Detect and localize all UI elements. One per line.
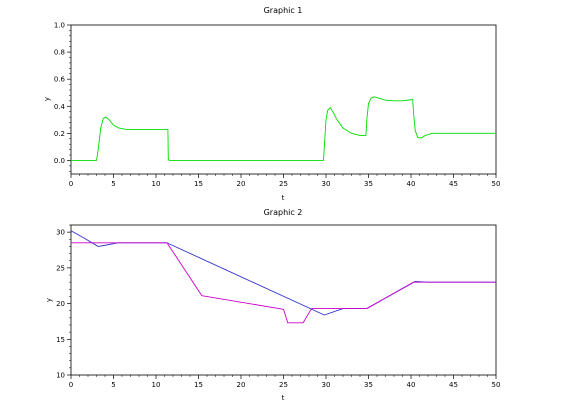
graphic-2-title: Graphic 2	[264, 208, 303, 217]
x-tick-label: 50	[492, 381, 501, 389]
x-tick-label: 20	[237, 180, 246, 188]
y-tick-label: 25	[56, 264, 65, 272]
x-tick-label: 15	[194, 180, 203, 188]
y-tick-label: 0.6	[54, 76, 66, 84]
y-tick-label: 0.8	[54, 49, 65, 57]
x-tick-label: 30	[322, 381, 331, 389]
x-tick-label: 40	[407, 180, 416, 188]
y-tick-label: 10	[56, 372, 65, 380]
x-tick-label: 45	[449, 381, 458, 389]
graphic-2-series	[70, 230, 496, 324]
x-tick-label: 10	[152, 381, 161, 389]
graphic-2-x-axis-label: t	[282, 394, 285, 401]
x-tick-label: 25	[279, 381, 288, 389]
x-tick-label: 0	[69, 180, 73, 188]
y-tick-label: 0.2	[54, 130, 65, 138]
y-tick-label: 30	[56, 229, 65, 237]
y-tick-label: 20	[56, 300, 65, 308]
y-tick-label: 15	[56, 336, 65, 344]
graphic-1-x-ticks: 0 5 10 15 20 25 30 35 40 45 50	[69, 174, 501, 188]
x-tick-label: 30	[322, 180, 331, 188]
graphic-2-panel: Graphic 2 0 5 10 15 20 25 30 35 40 45 50 10 15 20 25 3…	[45, 208, 500, 401]
series-line-1	[70, 230, 496, 316]
x-tick-label: 35	[364, 381, 373, 389]
x-tick-label: 40	[407, 381, 416, 389]
x-tick-label: 15	[194, 381, 203, 389]
graphic-1-x-axis-label: t	[282, 194, 285, 202]
y-tick-label: 0.0	[54, 157, 65, 165]
graphic-2-y-axis-label: y	[45, 298, 53, 302]
y-tick-label: 0.4	[54, 103, 66, 111]
x-tick-label: 5	[111, 381, 115, 389]
graphic-1-y-axis-label: y	[43, 97, 51, 101]
x-tick-label: 35	[364, 180, 373, 188]
graphic-2-y-ticks: 10 15 20 25 30	[56, 224, 71, 380]
x-tick-label: 20	[237, 381, 246, 389]
x-tick-label: 45	[449, 180, 458, 188]
y-tick-label: 1.0	[54, 22, 65, 30]
x-tick-label: 50	[492, 180, 501, 188]
graphic-1-series	[71, 96, 496, 161]
graphic-1-title: Graphic 1	[264, 6, 303, 15]
x-tick-label: 25	[279, 180, 288, 188]
series-line-1	[71, 96, 496, 161]
x-tick-label: 10	[152, 180, 161, 188]
x-tick-label: 0	[69, 381, 73, 389]
series-line-2	[71, 242, 496, 324]
graphic-2-x-ticks: 0 5 10 15 20 25 30 35 40 45 50	[69, 375, 501, 389]
x-tick-label: 5	[111, 180, 115, 188]
graphic-1-panel: Graphic 1 0 5 10 15 20 25 30 35 40 45 50 0.0 0.2 0.4…	[43, 6, 500, 202]
graphic-1-y-ticks: 0.0 0.2 0.4 0.6 0.8 1.0	[54, 22, 71, 172]
